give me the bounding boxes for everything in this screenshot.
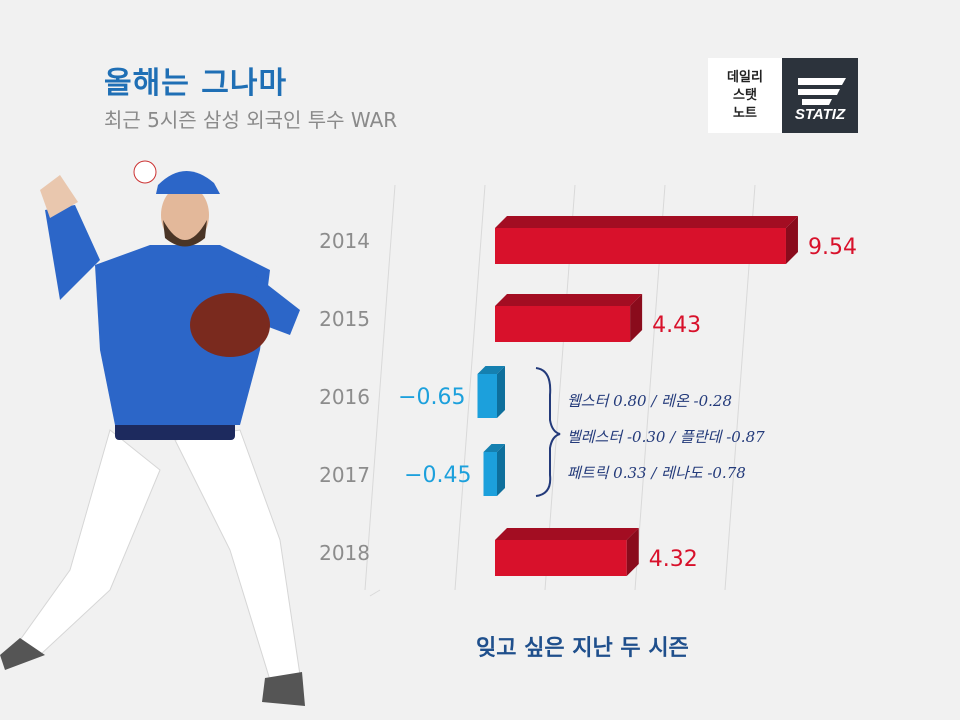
bar-top xyxy=(495,528,639,540)
bar xyxy=(495,540,627,576)
bar-side xyxy=(785,216,798,264)
bar-side xyxy=(626,528,639,576)
bar-top xyxy=(483,444,505,452)
brand-line-2: 스탯 xyxy=(733,87,757,103)
statiz-logo: STATIZ xyxy=(782,58,858,133)
chart-subtitle: 최근 5시즌 삼성 외국인 투수 WAR xyxy=(104,108,398,132)
chart-title: 올해는 그나마 xyxy=(104,66,288,101)
footer-caption: 잊고 싶은 지난 두 시즌 xyxy=(476,636,689,661)
value-label: −0.65 xyxy=(398,385,465,410)
brand-line-1: 데일리 xyxy=(727,69,763,85)
bar xyxy=(495,306,631,342)
bar-top xyxy=(477,366,505,374)
year-label: 2016 xyxy=(319,385,370,409)
year-label: 2018 xyxy=(319,541,370,565)
brand-logo: 데일리 스탯 노트 STATIZ xyxy=(708,58,858,133)
bar-side xyxy=(497,366,505,418)
brace-icon xyxy=(535,367,561,497)
note-2017a: 벨레스터 -0.30 / 플란데 -0.87 xyxy=(567,428,765,446)
year-label: 2014 xyxy=(319,229,370,253)
note-2016: 웹스터 0.80 / 레온 -0.28 xyxy=(567,392,732,410)
statiz-stripes-icon xyxy=(798,78,846,105)
year-label: 2017 xyxy=(319,463,370,487)
grid-line xyxy=(364,184,396,591)
bar xyxy=(495,228,786,264)
note-2017b: 페트릭 0.33 / 레나도 -0.78 xyxy=(567,464,746,482)
grid-base xyxy=(369,589,381,597)
grid-line xyxy=(454,184,486,591)
bar-top xyxy=(495,294,643,306)
pitcher-illustration xyxy=(0,160,305,706)
bar-side xyxy=(497,444,505,496)
bar-top xyxy=(495,216,798,228)
value-label: 4.43 xyxy=(652,313,701,338)
value-label: −0.45 xyxy=(404,463,471,488)
bar-side xyxy=(630,294,643,342)
statiz-logo-text: STATIZ xyxy=(794,106,846,123)
value-label: 4.32 xyxy=(649,547,698,572)
daily-stat-note-badge: 데일리 스탯 노트 xyxy=(708,58,782,133)
brand-line-3: 노트 xyxy=(733,105,757,121)
bar xyxy=(483,452,497,496)
value-label: 9.54 xyxy=(808,235,857,260)
bar xyxy=(477,374,497,418)
year-label: 2015 xyxy=(319,307,370,331)
